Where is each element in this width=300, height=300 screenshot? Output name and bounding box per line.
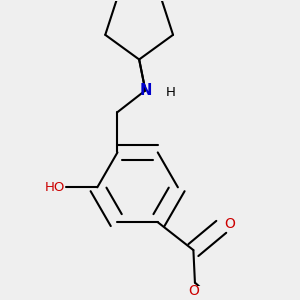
Text: O: O	[188, 284, 199, 298]
Text: H: H	[166, 85, 176, 98]
Text: N: N	[139, 83, 152, 98]
Text: HO: HO	[44, 181, 65, 194]
Text: O: O	[224, 217, 235, 231]
